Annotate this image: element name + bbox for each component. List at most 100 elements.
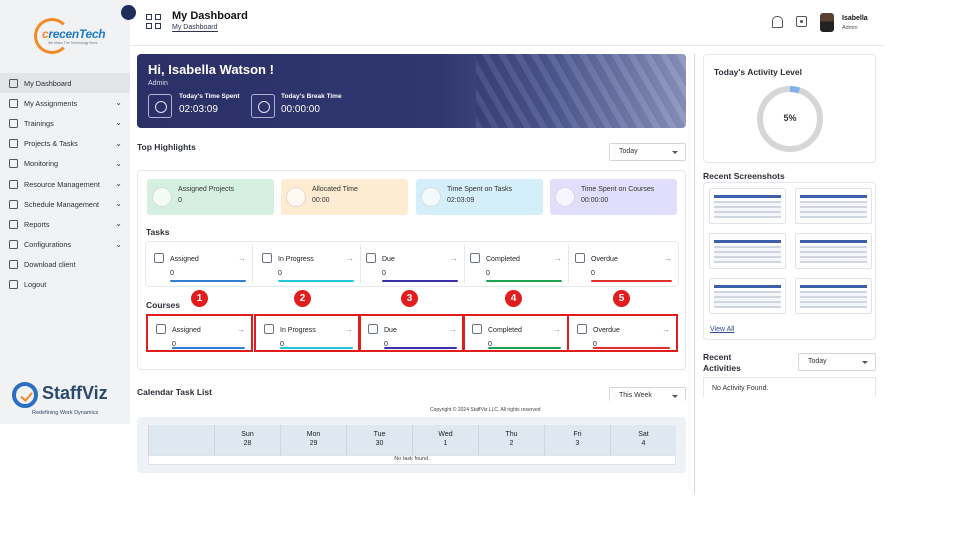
screenshot-thumbnail[interactable] bbox=[709, 278, 786, 314]
arrow-right-icon[interactable]: → bbox=[450, 254, 458, 263]
sidebar-item-my-dashboard[interactable]: My Dashboard bbox=[0, 73, 130, 94]
sidebar-item-label: Trainings bbox=[24, 118, 54, 128]
staffviz-name: StaffViz bbox=[42, 383, 108, 403]
step-marker: 5 bbox=[613, 290, 630, 307]
sidebar-item-configurations[interactable]: Configurations ⌄ bbox=[0, 235, 130, 255]
sidebar-item-monitoring[interactable]: Monitoring ⌄ bbox=[0, 154, 130, 174]
tasks-card-assigned[interactable]: Assigned 0 → bbox=[146, 245, 253, 283]
calendar-grid: No task found. Sun 28 Mon 29 Tue 30 Wed 1 Thu 2 Fr… bbox=[148, 425, 676, 465]
camera-icon[interactable] bbox=[796, 16, 807, 27]
courses-card-label: Completed bbox=[488, 327, 522, 334]
schedule-icon bbox=[9, 199, 18, 209]
arrow-right-icon[interactable]: → bbox=[553, 325, 561, 334]
highlight-label: Allocated Time bbox=[312, 186, 358, 193]
courses-card-overdue[interactable]: Overdue 0 → bbox=[567, 314, 678, 352]
calendar-day-name: Sat bbox=[638, 431, 649, 438]
tasks-card-value: 0 bbox=[591, 270, 595, 277]
breadcrumb[interactable]: My Dashboard bbox=[172, 24, 218, 32]
chevron-down-icon[interactable]: ⌄ bbox=[115, 239, 122, 249]
break-time-value: 00:00:00 bbox=[281, 104, 320, 115]
tasks-card-in-progress[interactable]: In Progress 0 → bbox=[254, 245, 361, 283]
sidebar-item-download-client[interactable]: Download client bbox=[0, 255, 130, 275]
staffviz-logo: StaffViz Redefining Work Dynamics bbox=[12, 380, 124, 420]
apps-grid-icon[interactable] bbox=[146, 14, 162, 30]
screenshot-thumbnail[interactable] bbox=[795, 233, 872, 269]
arrow-right-icon[interactable]: → bbox=[238, 254, 246, 263]
highlight-card: Assigned Projects 0 bbox=[147, 179, 274, 215]
chevron-down-icon[interactable]: ⌄ bbox=[115, 219, 122, 229]
arrow-right-icon[interactable]: → bbox=[346, 254, 354, 263]
highlights-filter-select[interactable]: Today bbox=[609, 143, 686, 161]
screenshot-thumbnail[interactable] bbox=[795, 278, 872, 314]
courses-card-value: 0 bbox=[172, 341, 176, 348]
courses-card-label: In Progress bbox=[280, 327, 316, 334]
arrow-right-icon[interactable]: → bbox=[554, 254, 562, 263]
arrow-right-icon[interactable]: → bbox=[662, 325, 670, 334]
step-marker: 2 bbox=[294, 290, 311, 307]
banner-illustration bbox=[476, 54, 686, 128]
arrow-right-icon[interactable]: → bbox=[449, 325, 457, 334]
brand-tagline: We Make The Technology Work bbox=[48, 41, 98, 45]
sidebar-item-reports[interactable]: Reports ⌄ bbox=[0, 214, 130, 234]
sidebar-item-resource-management[interactable]: Resource Management ⌄ bbox=[0, 174, 130, 194]
user-name[interactable]: Isabella bbox=[842, 15, 868, 22]
chevron-down-icon[interactable]: ⌄ bbox=[115, 199, 122, 209]
bell-icon[interactable] bbox=[772, 16, 783, 28]
step-marker: 3 bbox=[401, 290, 418, 307]
calendar-day: Thu 2 bbox=[478, 425, 544, 455]
sidebar-item-label: Projects & Tasks bbox=[24, 139, 78, 149]
avatar[interactable] bbox=[820, 13, 834, 32]
tasks-title: Tasks bbox=[146, 227, 170, 237]
tasks-status-icon bbox=[366, 253, 376, 263]
sidebar-item-my-assignments[interactable]: My Assignments ⌄ bbox=[0, 93, 130, 113]
sidebar-item-label: Logout bbox=[24, 280, 47, 290]
arrow-right-icon[interactable]: → bbox=[345, 325, 353, 334]
sidebar-item-projects-tasks[interactable]: Projects & Tasks ⌄ bbox=[0, 134, 130, 154]
arrow-right-icon[interactable]: → bbox=[237, 325, 245, 334]
tasks-card-due[interactable]: Due 0 → bbox=[358, 245, 465, 283]
highlight-icon bbox=[421, 187, 441, 207]
chevron-down-icon[interactable]: ⌄ bbox=[115, 158, 122, 168]
sidebar-item-schedule-management[interactable]: Schedule Management ⌄ bbox=[0, 194, 130, 214]
calendar-day-name: Sun bbox=[241, 431, 254, 438]
courses-card-bar bbox=[172, 347, 245, 349]
chevron-down-icon[interactable]: ⌄ bbox=[115, 138, 122, 148]
screenshot-thumbnail[interactable] bbox=[709, 233, 786, 269]
sidebar-item-trainings[interactable]: Trainings ⌄ bbox=[0, 113, 130, 133]
sidebar-item-label: Download client bbox=[24, 260, 76, 270]
tasks-card-bar bbox=[486, 280, 562, 282]
chevron-down-icon[interactable]: ⌄ bbox=[115, 118, 122, 128]
chevron-down-icon[interactable]: ⌄ bbox=[115, 178, 122, 188]
highlight-icon bbox=[555, 187, 575, 207]
break-icon bbox=[251, 94, 275, 118]
activity-value: 5% bbox=[783, 113, 797, 123]
activity-ring bbox=[757, 86, 823, 152]
calendar-title: Calendar Task List bbox=[137, 387, 212, 397]
tasks-card-bar bbox=[382, 280, 458, 282]
highlight-card: Time Spent on Courses 00:00:00 bbox=[550, 179, 677, 215]
stopwatch-icon bbox=[148, 94, 172, 118]
brand-name: crecenTech bbox=[42, 27, 106, 41]
chevron-down-icon[interactable]: ⌄ bbox=[115, 98, 122, 108]
sidebar-item-logout[interactable]: Logout bbox=[0, 275, 130, 295]
arrow-right-icon[interactable]: → bbox=[664, 254, 672, 263]
courses-card-label: Overdue bbox=[593, 327, 620, 334]
courses-card-completed[interactable]: Completed 0 → bbox=[462, 314, 569, 352]
brand-rest: recenTech bbox=[48, 27, 106, 41]
screenshot-thumbnail[interactable] bbox=[795, 188, 872, 224]
highlight-label: Assigned Projects bbox=[178, 186, 235, 193]
courses-card-in-progress[interactable]: In Progress 0 → bbox=[254, 314, 361, 352]
highlights-title: Top Highlights bbox=[137, 142, 196, 152]
courses-card-assigned[interactable]: Assigned 0 → bbox=[146, 314, 253, 352]
sidebar-item-label: Configurations bbox=[24, 240, 72, 250]
calendar-filter-select[interactable]: This Week bbox=[609, 387, 686, 401]
tasks-card-completed[interactable]: Completed 0 → bbox=[462, 245, 569, 283]
tasks-card-overdue[interactable]: Overdue 0 → bbox=[567, 245, 678, 283]
logout-icon bbox=[9, 280, 18, 290]
courses-card-due[interactable]: Due 0 → bbox=[358, 314, 465, 352]
step-marker: 4 bbox=[505, 290, 522, 307]
calendar-day-name: Wed bbox=[438, 431, 453, 438]
recent-activities-filter-select[interactable]: Today bbox=[798, 353, 876, 371]
view-all-link[interactable]: View All bbox=[710, 326, 735, 333]
screenshot-thumbnail[interactable] bbox=[709, 188, 786, 224]
